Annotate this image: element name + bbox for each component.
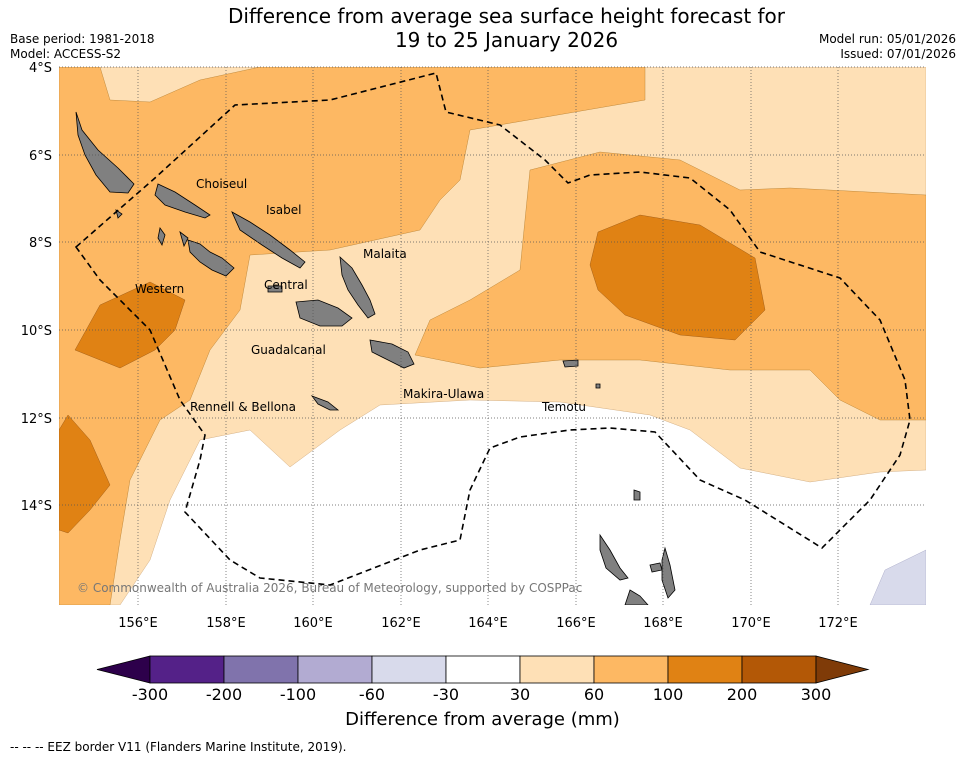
colorbar-label: Difference from average (mm) [345, 709, 620, 730]
lon-axis: 156°E 158°E 160°E 162°E 164°E 166°E 168°… [118, 616, 858, 631]
contour-60-100 [59, 67, 926, 605]
colorbar-tick-label: -100 [280, 685, 316, 704]
lon-label: 156°E [118, 616, 158, 631]
lat-label: 6°S [29, 149, 52, 164]
colorbar-segment [297, 655, 373, 684]
lon-label: 162°E [381, 616, 421, 631]
grid-lines [59, 66, 926, 605]
lat-label: 12°S [21, 412, 52, 427]
title-line-1: Difference from average sea surface heig… [227, 4, 786, 28]
place-label-malaita: Malaita [363, 247, 407, 261]
place-labels: Choiseul Isabel Malaita Western Central … [135, 177, 586, 414]
lon-label: 170°E [731, 616, 771, 631]
lat-label: 14°S [21, 499, 52, 514]
colorbar-segment [519, 655, 595, 684]
lon-label: 166°E [556, 616, 596, 631]
place-label-guadalcanal: Guadalcanal [251, 343, 326, 357]
colorbar-tick-label: 200 [727, 685, 758, 704]
place-label-temotu: Temotu [541, 400, 586, 414]
colorbar-segment [223, 655, 299, 684]
place-label-rennell-bellona: Rennell & Bellona [190, 400, 296, 414]
colorbar-tick-label: -30 [433, 685, 459, 704]
title-line-2: 19 to 25 January 2026 [394, 28, 619, 52]
place-label-western: Western [135, 282, 184, 296]
contour-negative-patch [869, 549, 926, 605]
lon-label: 158°E [206, 616, 246, 631]
chart-title: Difference from average sea surface heig… [0, 4, 965, 52]
model-name: Model: ACCESS-S2 [10, 47, 122, 61]
colorbar-segment [593, 655, 669, 684]
colorbar: -300 -200 -100 -60 -30 30 60 100 200 300 [96, 655, 870, 704]
colorbar-tick-label: -200 [206, 685, 242, 704]
eez-border [74, 72, 911, 586]
colorbar-tick-label: 30 [510, 685, 530, 704]
model-run: Model run: 05/01/2026 [818, 32, 956, 46]
lon-label: 172°E [818, 616, 858, 631]
base-period: Base period: 1981-2018 [10, 32, 155, 46]
meta-left: Base period: 1981-2018 Model: ACCESS-S2 [10, 32, 155, 62]
colorbar-under-arrow [96, 655, 151, 684]
colorbar-over-arrow [815, 655, 870, 684]
colorbar-tick-label: 100 [653, 685, 684, 704]
place-label-choiseul: Choiseul [196, 177, 247, 191]
colorbar-segment [149, 655, 225, 684]
eez-legend-note: -- -- -- EEZ border V11 (Flanders Marine… [10, 740, 347, 754]
lon-label: 164°E [468, 616, 508, 631]
colorbar-tick-label: -60 [359, 685, 385, 704]
colorbar-segment [741, 655, 817, 684]
colorbar-tick-label: -300 [132, 685, 168, 704]
colorbar-segment [371, 655, 447, 684]
lon-label: 160°E [293, 616, 333, 631]
colorbar-segment [445, 655, 521, 684]
issued-date: Issued: 07/01/2026 [840, 47, 956, 61]
contour-100-200 [59, 214, 766, 534]
copyright-text: © Commonwealth of Australia 2026, Bureau… [77, 581, 582, 595]
lat-label: 4°S [29, 61, 52, 76]
contour-layer [59, 67, 926, 605]
lat-label: 10°S [21, 324, 52, 339]
lat-label: 8°S [29, 236, 52, 251]
colorbar-tick-label: 300 [801, 685, 832, 704]
colorbar-segment [667, 655, 743, 684]
lat-axis: 4°S 6°S 8°S 10°S 12°S 14°S [21, 61, 52, 514]
land-masses [75, 111, 676, 605]
lon-label: 168°E [643, 616, 683, 631]
colorbar-tick-label: 60 [584, 685, 604, 704]
place-label-isabel: Isabel [266, 203, 301, 217]
meta-right: Model run: 05/01/2026 Issued: 07/01/2026 [819, 32, 956, 62]
place-label-central: Central [264, 278, 308, 292]
place-label-makira-ulawa: Makira-Ulawa [403, 387, 484, 401]
